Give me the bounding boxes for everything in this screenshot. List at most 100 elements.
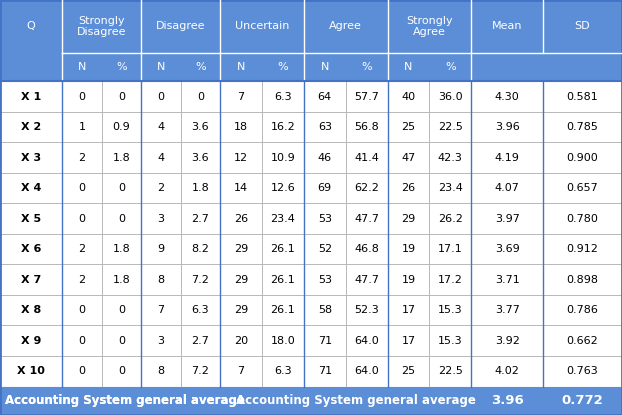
Text: 17: 17 — [401, 305, 415, 315]
Bar — [62, 356, 101, 386]
Text: 20: 20 — [234, 336, 248, 346]
Text: 58: 58 — [318, 305, 332, 315]
Text: X 7: X 7 — [21, 275, 41, 285]
Bar — [220, 356, 262, 386]
Text: 0: 0 — [78, 366, 85, 376]
Bar — [471, 173, 543, 203]
Text: 0.912: 0.912 — [567, 244, 598, 254]
Text: 25: 25 — [401, 122, 415, 132]
Bar — [262, 264, 304, 295]
Text: 42.3: 42.3 — [438, 153, 463, 163]
Bar — [220, 112, 262, 142]
Bar — [388, 81, 429, 112]
Text: 47: 47 — [401, 153, 415, 163]
Bar — [429, 203, 471, 234]
Text: X 3: X 3 — [21, 153, 41, 163]
Text: Agree: Agree — [329, 22, 362, 32]
Bar — [180, 325, 220, 356]
Text: 0.785: 0.785 — [567, 122, 598, 132]
Text: 10.9: 10.9 — [271, 153, 295, 163]
Text: 6.3: 6.3 — [274, 92, 292, 102]
Text: %: % — [445, 62, 456, 72]
Text: 69: 69 — [318, 183, 332, 193]
Bar — [429, 356, 471, 386]
Text: X 10: X 10 — [17, 366, 45, 376]
Bar — [346, 203, 388, 234]
Bar — [262, 173, 304, 203]
Bar — [0, 0, 62, 53]
Bar — [141, 112, 180, 142]
Text: Q: Q — [27, 22, 35, 32]
Text: 29: 29 — [234, 244, 248, 254]
Bar — [220, 53, 262, 81]
Text: 2: 2 — [78, 153, 85, 163]
Text: 2.7: 2.7 — [192, 214, 209, 224]
Bar — [62, 234, 101, 264]
Text: N: N — [320, 62, 329, 72]
Text: Strongly
Agree: Strongly Agree — [406, 16, 453, 37]
Text: 26.2: 26.2 — [438, 214, 463, 224]
Text: 71: 71 — [318, 336, 332, 346]
Text: 19: 19 — [401, 275, 415, 285]
Bar — [304, 81, 346, 112]
Text: 22.5: 22.5 — [438, 366, 463, 376]
Text: X 5: X 5 — [21, 214, 41, 224]
Text: 47.7: 47.7 — [354, 214, 379, 224]
Text: 62.2: 62.2 — [354, 183, 379, 193]
Bar — [471, 386, 543, 415]
Bar — [262, 203, 304, 234]
Text: 23.4: 23.4 — [271, 214, 295, 224]
Text: 17: 17 — [401, 336, 415, 346]
Text: X 9: X 9 — [21, 336, 41, 346]
Text: 12.6: 12.6 — [271, 183, 295, 193]
Text: Accounting System general average: Accounting System general average — [236, 394, 475, 407]
Text: 3: 3 — [157, 336, 164, 346]
Text: 0: 0 — [118, 336, 125, 346]
Text: 18.0: 18.0 — [271, 336, 295, 346]
Text: 0.662: 0.662 — [567, 336, 598, 346]
Bar — [141, 356, 180, 386]
Bar — [101, 142, 141, 173]
Text: 3.92: 3.92 — [494, 336, 519, 346]
Bar — [220, 81, 262, 112]
Text: 17.2: 17.2 — [438, 275, 463, 285]
Bar — [304, 264, 346, 295]
Bar — [101, 264, 141, 295]
Bar — [304, 234, 346, 264]
Bar — [141, 0, 220, 53]
Bar — [429, 295, 471, 325]
Bar — [262, 81, 304, 112]
Text: 0: 0 — [118, 183, 125, 193]
Text: 0: 0 — [118, 92, 125, 102]
Bar — [471, 203, 543, 234]
Text: 7.2: 7.2 — [192, 366, 209, 376]
Text: 8: 8 — [157, 366, 164, 376]
Text: 0: 0 — [118, 214, 125, 224]
Bar — [304, 53, 346, 81]
Bar — [101, 53, 141, 81]
Text: 1.8: 1.8 — [113, 153, 130, 163]
Bar — [543, 356, 622, 386]
Bar — [388, 112, 429, 142]
Bar — [304, 112, 346, 142]
Text: SD: SD — [575, 22, 590, 32]
Text: 4.07: 4.07 — [494, 183, 519, 193]
Bar — [388, 53, 429, 81]
Bar — [101, 356, 141, 386]
Bar — [220, 0, 304, 53]
Bar — [0, 53, 62, 81]
Bar — [141, 173, 180, 203]
Text: X 6: X 6 — [21, 244, 41, 254]
Bar — [180, 81, 220, 112]
Bar — [262, 53, 304, 81]
Text: 64.0: 64.0 — [355, 336, 379, 346]
Text: 26: 26 — [401, 183, 415, 193]
Text: 0.786: 0.786 — [567, 305, 598, 315]
Bar — [180, 53, 220, 81]
Text: 3.6: 3.6 — [192, 153, 209, 163]
Bar — [346, 112, 388, 142]
Bar — [141, 234, 180, 264]
Bar — [141, 142, 180, 173]
Text: 7: 7 — [238, 92, 244, 102]
Text: Disagree: Disagree — [156, 22, 205, 32]
